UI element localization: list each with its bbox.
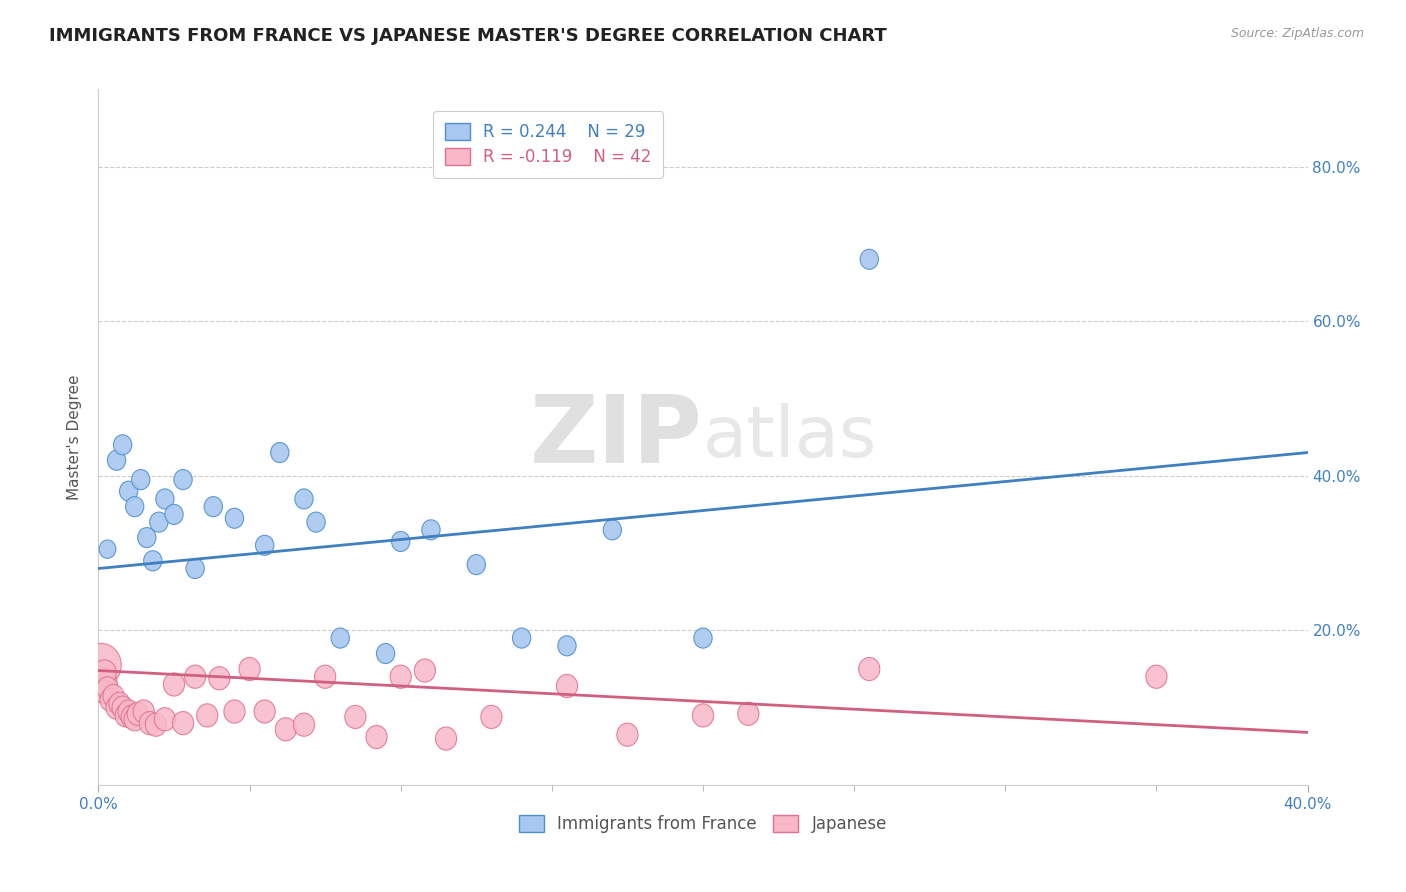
Y-axis label: Master's Degree: Master's Degree bbox=[67, 375, 83, 500]
Text: Source: ZipAtlas.com: Source: ZipAtlas.com bbox=[1230, 27, 1364, 40]
Legend: Immigrants from France, Japanese: Immigrants from France, Japanese bbox=[506, 801, 900, 847]
Text: ZIP: ZIP bbox=[530, 391, 703, 483]
Text: IMMIGRANTS FROM FRANCE VS JAPANESE MASTER'S DEGREE CORRELATION CHART: IMMIGRANTS FROM FRANCE VS JAPANESE MASTE… bbox=[49, 27, 887, 45]
Text: atlas: atlas bbox=[703, 402, 877, 472]
